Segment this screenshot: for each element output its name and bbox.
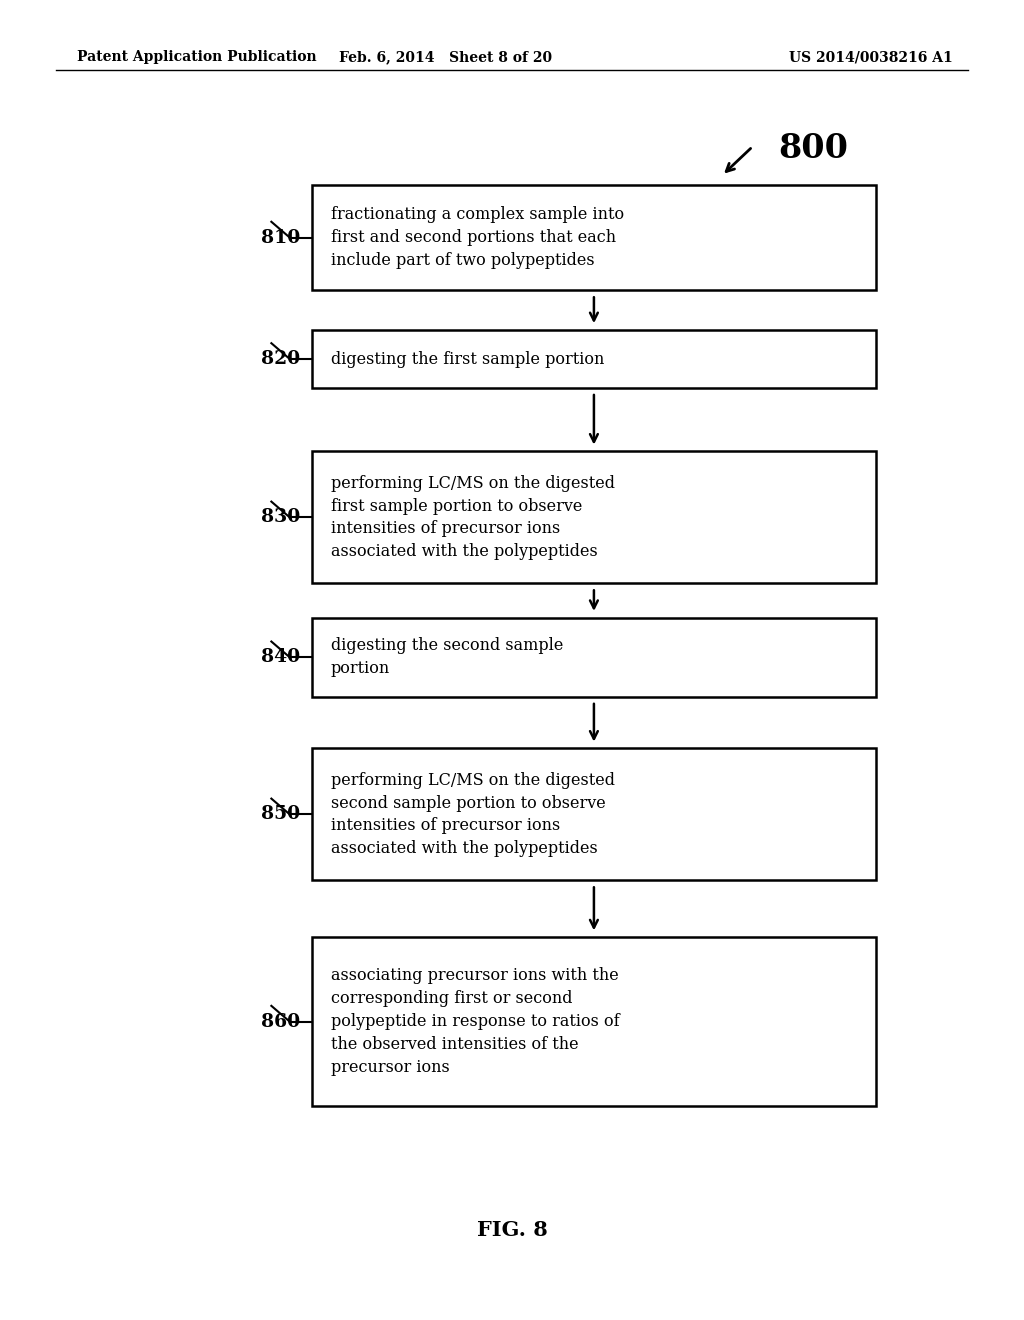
Text: Patent Application Publication: Patent Application Publication: [77, 50, 316, 65]
Text: digesting the second sample
portion: digesting the second sample portion: [331, 638, 563, 677]
Text: associating precursor ions with the
corresponding first or second
polypeptide in: associating precursor ions with the corr…: [331, 968, 620, 1076]
Text: fractionating a complex sample into
first and second portions that each
include : fractionating a complex sample into firs…: [331, 206, 624, 269]
Bar: [312, 451, 876, 583]
Text: FIG. 8: FIG. 8: [476, 1220, 548, 1241]
Text: US 2014/0038216 A1: US 2014/0038216 A1: [788, 50, 952, 65]
Bar: [312, 185, 876, 290]
Bar: [312, 330, 876, 388]
Text: 830: 830: [261, 508, 300, 527]
Text: 800: 800: [778, 132, 848, 165]
Text: 840: 840: [261, 648, 300, 667]
Bar: [312, 748, 876, 880]
Text: Feb. 6, 2014   Sheet 8 of 20: Feb. 6, 2014 Sheet 8 of 20: [339, 50, 552, 65]
Text: 820: 820: [261, 350, 300, 368]
Text: 860: 860: [261, 1012, 300, 1031]
Text: 810: 810: [261, 228, 300, 247]
Text: digesting the first sample portion: digesting the first sample portion: [331, 351, 604, 367]
Text: performing LC/MS on the digested
first sample portion to observe
intensities of : performing LC/MS on the digested first s…: [331, 475, 614, 560]
Bar: [312, 937, 876, 1106]
Text: 850: 850: [261, 805, 300, 824]
Text: performing LC/MS on the digested
second sample portion to observe
intensities of: performing LC/MS on the digested second …: [331, 772, 614, 857]
Bar: [312, 618, 876, 697]
